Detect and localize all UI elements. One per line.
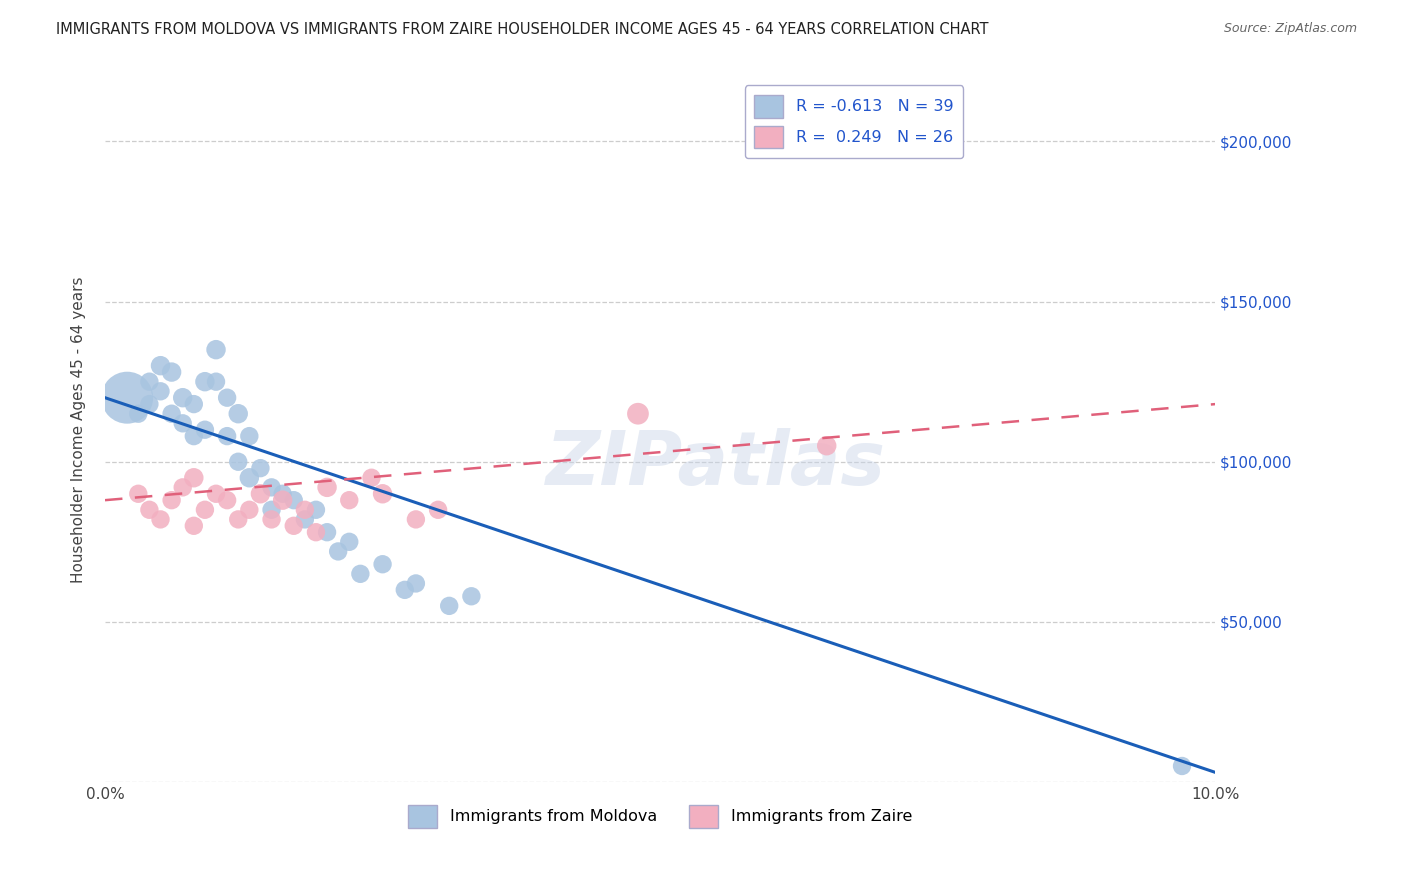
Point xyxy=(238,503,260,517)
Point xyxy=(205,375,228,389)
Point xyxy=(183,518,205,533)
Legend: Immigrants from Moldova, Immigrants from Zaire: Immigrants from Moldova, Immigrants from… xyxy=(402,798,918,834)
Point xyxy=(328,544,350,558)
Point xyxy=(294,503,316,517)
Point xyxy=(183,429,205,443)
Point xyxy=(437,599,460,613)
Point xyxy=(283,493,305,508)
Point xyxy=(217,429,239,443)
Point xyxy=(371,558,394,572)
Point xyxy=(194,375,217,389)
Point xyxy=(217,391,239,405)
Point xyxy=(371,487,394,501)
Point xyxy=(183,397,205,411)
Point xyxy=(205,487,228,501)
Point xyxy=(226,512,249,526)
Point xyxy=(172,480,194,494)
Point xyxy=(249,461,271,475)
Point xyxy=(815,439,838,453)
Point xyxy=(226,455,249,469)
Point xyxy=(194,503,217,517)
Point xyxy=(294,512,316,526)
Point xyxy=(226,407,249,421)
Point xyxy=(127,407,149,421)
Point xyxy=(115,391,138,405)
Point xyxy=(260,480,283,494)
Point xyxy=(149,359,172,373)
Point xyxy=(627,407,650,421)
Point xyxy=(360,471,382,485)
Point xyxy=(160,407,183,421)
Point xyxy=(138,397,160,411)
Point xyxy=(283,518,305,533)
Point xyxy=(427,503,450,517)
Point xyxy=(316,480,339,494)
Point xyxy=(305,503,328,517)
Point xyxy=(160,365,183,379)
Point xyxy=(205,343,228,357)
Point xyxy=(271,493,294,508)
Point xyxy=(349,566,371,581)
Point xyxy=(1171,759,1194,773)
Point xyxy=(238,429,260,443)
Point xyxy=(172,391,194,405)
Point xyxy=(460,589,482,603)
Point xyxy=(238,471,260,485)
Point xyxy=(138,503,160,517)
Point xyxy=(249,487,271,501)
Point xyxy=(394,582,416,597)
Point xyxy=(217,493,239,508)
Point xyxy=(149,512,172,526)
Point xyxy=(316,525,339,540)
Point xyxy=(149,384,172,399)
Text: Source: ZipAtlas.com: Source: ZipAtlas.com xyxy=(1223,22,1357,36)
Y-axis label: Householder Income Ages 45 - 64 years: Householder Income Ages 45 - 64 years xyxy=(72,277,86,583)
Point xyxy=(260,503,283,517)
Text: ZIPatlas: ZIPatlas xyxy=(546,428,886,501)
Point xyxy=(305,525,328,540)
Point xyxy=(127,487,149,501)
Point xyxy=(183,471,205,485)
Text: IMMIGRANTS FROM MOLDOVA VS IMMIGRANTS FROM ZAIRE HOUSEHOLDER INCOME AGES 45 - 64: IMMIGRANTS FROM MOLDOVA VS IMMIGRANTS FR… xyxy=(56,22,988,37)
Point xyxy=(194,423,217,437)
Point xyxy=(160,493,183,508)
Point xyxy=(337,534,360,549)
Point xyxy=(172,417,194,431)
Point xyxy=(271,487,294,501)
Point xyxy=(337,493,360,508)
Point xyxy=(138,375,160,389)
Point xyxy=(405,576,427,591)
Point xyxy=(260,512,283,526)
Point xyxy=(405,512,427,526)
